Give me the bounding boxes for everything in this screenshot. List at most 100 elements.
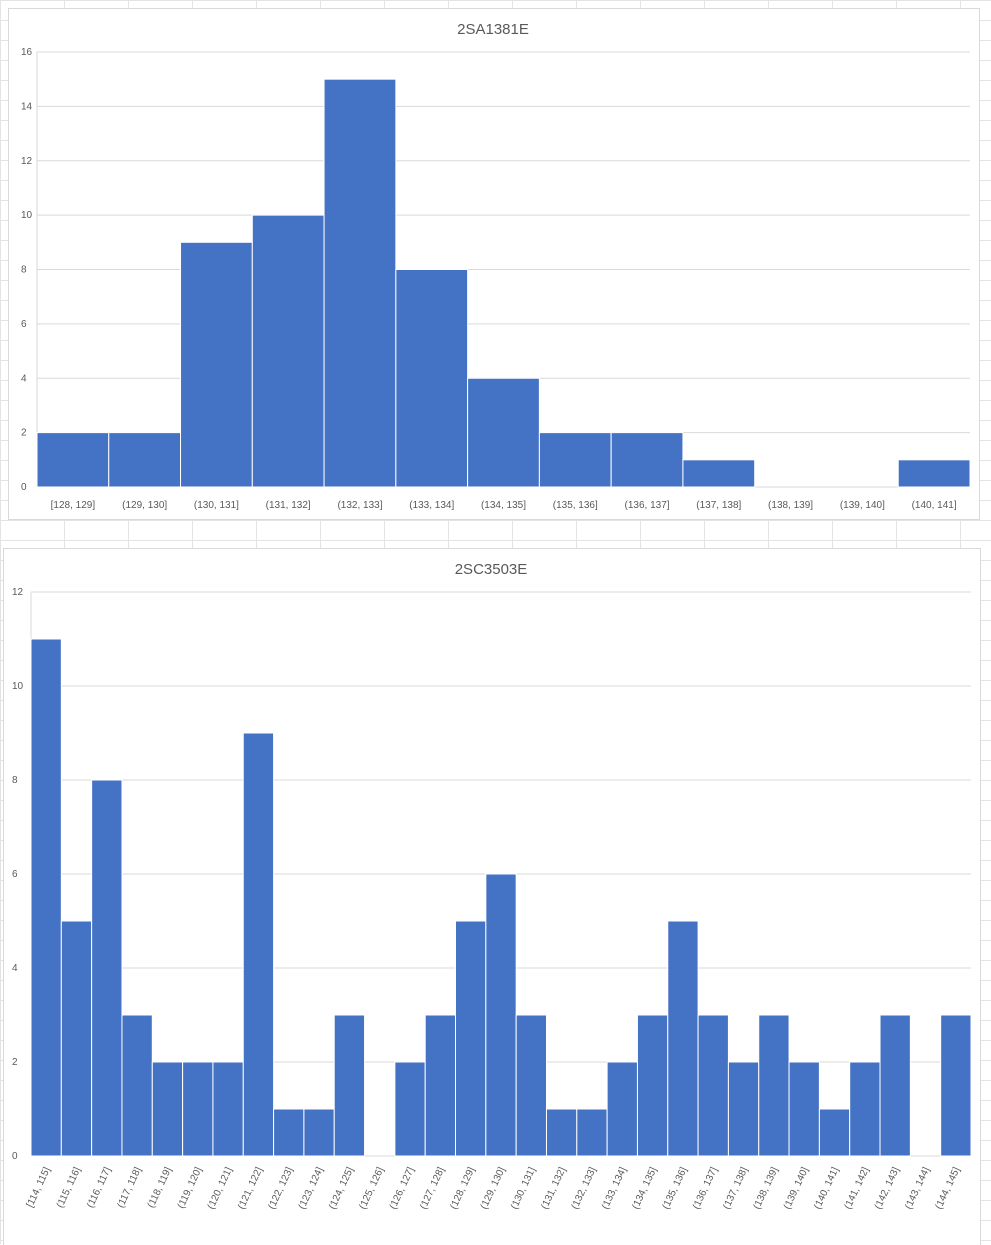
histogram-bar[interactable] [818,1108,851,1157]
histogram-bar[interactable] [60,920,93,1157]
histogram-bar[interactable] [697,1014,729,1157]
y-tick-label: 6 [12,869,18,880]
y-tick-label: 8 [12,775,18,786]
x-tick-label: (115, 116] [55,1165,83,1209]
x-tick-label: (117, 118] [115,1165,143,1209]
histogram-bar[interactable] [242,732,275,1157]
chart-title: 2SC3503E [455,561,528,578]
chart-title: 2SA1381E [457,21,529,38]
y-tick-label: 4 [21,373,27,384]
y-tick-label: 12 [12,587,24,598]
x-tick-label: (118, 119] [146,1165,174,1209]
y-tick-label: 0 [21,482,27,493]
histogram-bar[interactable] [576,1108,608,1157]
y-tick-label: 0 [12,1151,18,1162]
x-tick-label: (125, 126] [357,1165,386,1211]
x-tick-label: (131, 132] [539,1165,568,1211]
y-tick-label: 4 [12,963,18,974]
y-tick-label: 8 [21,265,27,276]
x-tick-label: (141, 142] [843,1165,872,1211]
histogram-bar[interactable] [108,432,182,488]
x-tick-label: (138, 139] [768,500,813,511]
y-tick-label: 16 [21,47,33,58]
histogram-bar[interactable] [151,1061,184,1157]
histogram-bar[interactable] [538,432,612,488]
histogram-bar[interactable] [758,1014,790,1157]
y-tick-label: 2 [21,428,27,439]
y-tick-label: 12 [21,156,33,167]
histogram-bar[interactable] [394,1061,426,1157]
histogram-bar[interactable] [91,779,123,1157]
histogram-bar[interactable] [788,1061,820,1157]
histogram-bar[interactable] [180,241,253,488]
histogram-bar[interactable] [36,432,110,488]
x-tick-label: (127, 128] [418,1165,447,1211]
x-tick-label: (129, 130] [479,1165,508,1211]
y-tick-label: 10 [21,210,33,221]
x-tick-label: (132, 133] [337,500,382,511]
x-tick-label: (126, 127] [388,1165,417,1211]
histogram-bar[interactable] [121,1014,153,1157]
histogram-bar[interactable] [212,1061,244,1157]
histogram-bar[interactable] [424,1014,457,1157]
x-tick-label: (133, 134] [409,500,454,511]
histogram-bar[interactable] [467,377,540,488]
histogram-bar[interactable] [879,1014,911,1157]
histogram-bar[interactable] [515,1014,547,1157]
histogram-bar[interactable] [727,1061,760,1157]
x-tick-label: (130, 131] [194,500,239,511]
histogram-chart-2sc3503e[interactable]: 2SC3503E 0 2 4 6 8 10 12 [114, 115] (115, 116] (11… [3,548,981,1245]
x-tick-label: (122, 123] [266,1165,295,1211]
y-tick-label: 10 [12,681,24,692]
x-tick-label: (140, 141] [912,500,957,511]
x-tick-label: (142, 143] [873,1165,902,1211]
x-tick-label: (131, 132] [266,500,311,511]
histogram-bar[interactable] [897,459,971,488]
x-tick-label: (139, 140] [782,1165,811,1211]
chart-svg: 2SA1381E 0 2 4 6 8 10 12 14 16 [128, 129] (129, 130… [21,21,971,511]
x-tick-label: (130, 131] [509,1165,538,1211]
x-tick-label: (137, 138] [721,1165,750,1211]
histogram-bar[interactable] [273,1108,305,1157]
histogram-bar[interactable] [682,459,756,488]
x-tick-label: (143, 144] [903,1165,932,1211]
x-tick-label: (120, 121] [206,1165,235,1211]
x-tick-label: (128, 129] [448,1165,477,1211]
x-tick-label: (144, 145] [934,1165,963,1211]
x-tick-label: (136, 137] [691,1165,720,1211]
histogram-bar[interactable] [940,1014,972,1157]
histogram-bar[interactable] [395,269,469,488]
x-tick-label: (140, 141] [812,1165,841,1211]
x-tick-label: (137, 138] [696,500,741,511]
x-tick-label: [114, 115] [25,1165,53,1209]
histogram-bar[interactable] [485,873,517,1157]
histogram-bar[interactable] [303,1108,335,1157]
x-tick-label: (132, 133] [570,1165,599,1211]
histogram-bar[interactable] [667,920,699,1157]
x-tick-label: (116, 117] [85,1165,113,1209]
histogram-bar[interactable] [545,1108,578,1157]
x-tick-label: (135, 136] [553,500,598,511]
histogram-bar[interactable] [30,638,62,1157]
histogram-chart-2sa1381e[interactable]: 2SA1381E 0 2 4 6 8 10 12 14 16 [128, 129] (129, 130… [8,8,980,520]
histogram-bar[interactable] [606,1061,638,1157]
histogram-bar[interactable] [323,78,397,488]
histogram-bar[interactable] [610,432,684,488]
x-tick-label: (121, 122] [236,1165,265,1211]
x-tick-label: (138, 139] [752,1165,781,1211]
histogram-bar[interactable] [849,1061,881,1157]
y-tick-label: 2 [12,1057,18,1068]
x-tick-label: (133, 134] [600,1165,629,1211]
histogram-bar[interactable] [455,920,487,1157]
x-tick-label: (136, 137] [625,500,670,511]
y-tick-label: 14 [21,101,33,112]
x-tick-label: (124, 125] [327,1165,356,1211]
histogram-bar[interactable] [182,1061,214,1157]
histogram-bar[interactable] [251,214,325,488]
x-tick-label: (119, 120] [176,1165,205,1210]
histogram-bar[interactable] [333,1014,366,1157]
x-tick-label: (129, 130] [122,500,167,511]
y-tick-label: 6 [21,319,27,330]
histogram-bar[interactable] [636,1014,669,1157]
